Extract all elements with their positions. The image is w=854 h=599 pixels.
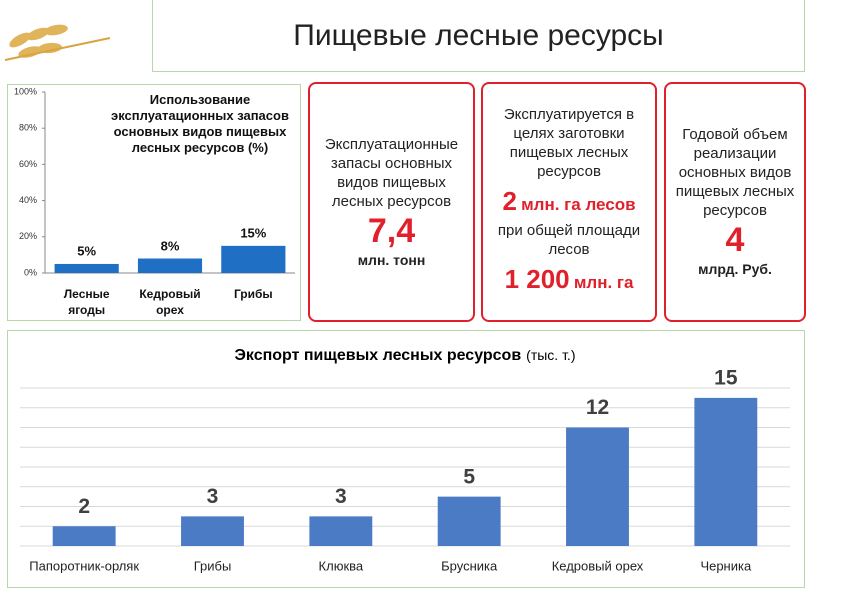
- x-tick-label: Грибы: [194, 558, 232, 573]
- y-tick-label: 60%: [19, 159, 37, 169]
- card-text: Эксплуатационные запасы основных видов п…: [324, 135, 459, 210]
- value-label: 2: [78, 495, 90, 518]
- bar: [221, 245, 286, 273]
- card-value: 4: [725, 221, 745, 259]
- header: Пищевые лесные ресурсы: [152, 0, 805, 72]
- bar: [437, 496, 501, 546]
- y-tick-label: 100%: [14, 86, 37, 96]
- x-tick-label: Папоротник-орляк: [29, 558, 139, 573]
- wheat-decoration: [4, 24, 111, 61]
- value-label: 3: [335, 485, 347, 508]
- bar: [181, 516, 244, 546]
- x-tick-label: Черника: [700, 558, 752, 573]
- chart-title: Использование эксплуатационных запасов о…: [111, 92, 289, 155]
- bar: [137, 258, 203, 273]
- value-label: 15: [714, 367, 738, 390]
- card-unit: млн. га: [573, 273, 634, 292]
- chart-title: Экспорт пищевых лесных ресурсов: [235, 347, 522, 364]
- card-unit: млрд. Руб.: [698, 261, 772, 277]
- chart-subtitle: (тыс. т.): [526, 347, 575, 363]
- chart-box: [7, 330, 805, 588]
- card-value: 1 200: [504, 264, 570, 294]
- bar: [566, 427, 629, 546]
- info-card: Эксплуатируется в целях заготовки пищевы…: [481, 82, 657, 322]
- bar: [52, 526, 116, 546]
- card-value: 2: [502, 186, 517, 216]
- card-text: при общей площади лесов: [497, 222, 641, 258]
- info-card: Эксплуатационные запасы основных видов п…: [308, 82, 475, 322]
- value-label: 3: [207, 485, 219, 508]
- card-text: Годовой объем реализации основных видов …: [675, 126, 795, 219]
- y-tick-label: 20%: [19, 231, 37, 241]
- y-tick-label: 80%: [19, 123, 37, 133]
- bar: [54, 263, 119, 273]
- card-unit: млн. га лесов: [521, 195, 636, 214]
- x-tick-label: Грибы: [233, 287, 273, 301]
- x-tick-label: Кедровый орех: [139, 287, 201, 317]
- bar: [694, 397, 758, 546]
- value-label: 8%: [161, 238, 180, 253]
- y-tick-label: 0%: [24, 267, 37, 277]
- value-label: 5: [463, 465, 475, 488]
- x-tick-label: Брусника: [441, 558, 498, 573]
- card-text: Эксплуатируется в целях заготовки пищевы…: [503, 106, 635, 180]
- page-title: Пищевые лесные ресурсы: [293, 18, 664, 52]
- info-card: Годовой объем реализации основных видов …: [664, 82, 806, 322]
- x-tick-label: Лесные ягоды: [63, 287, 110, 317]
- card-unit: млн. тонн: [357, 251, 426, 268]
- chart-title-group: Экспорт пищевых лесных ресурсов (тыс. т.): [235, 347, 576, 365]
- value-label: 5%: [77, 244, 96, 259]
- bar: [309, 516, 373, 546]
- value-label: 12: [586, 396, 609, 419]
- value-label: 15%: [240, 226, 266, 241]
- x-tick-label: Кедровый орех: [552, 558, 644, 573]
- x-tick-label: Клюква: [319, 558, 364, 573]
- chart-box: [7, 84, 301, 321]
- y-tick-label: 40%: [19, 195, 37, 205]
- card-value: 7,4: [367, 211, 416, 250]
